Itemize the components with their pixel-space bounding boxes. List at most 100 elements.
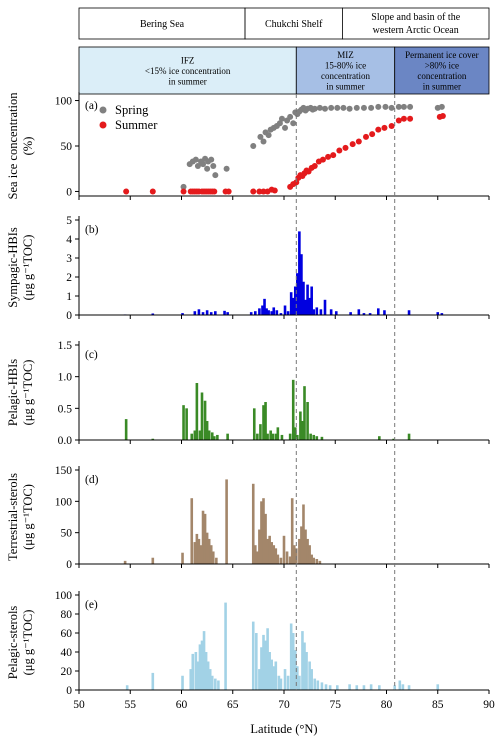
bar [436,312,440,315]
bar [306,402,309,440]
y-tick-label: 0.5 [58,403,73,415]
point-spring [265,132,272,139]
panel-label: (e) [85,599,98,611]
bar [302,504,305,564]
x-tick-label: 65 [227,699,239,711]
bar [275,310,279,315]
bar [312,434,316,440]
bar [315,307,319,315]
bar [264,513,267,564]
bar [320,436,324,440]
bar [309,433,312,440]
point-summer [363,133,369,140]
bar [198,430,202,440]
bar [254,311,257,315]
point-spring [260,138,267,145]
zone-label: in summer [423,82,461,92]
panel-a [75,92,490,200]
bar [202,631,206,690]
bar [368,313,372,315]
point-summer [349,141,356,148]
zone-label: MIZ [337,50,354,60]
bar [401,684,405,690]
y-axis-label: Sea ice concentration [6,92,20,200]
point-spring [340,104,347,111]
point-spring [223,165,230,172]
bar [226,312,229,315]
bar [310,286,313,315]
zone-box-0 [78,46,297,95]
bar [323,299,327,315]
bar [197,309,201,315]
legend-label: Spring [115,103,149,117]
bar [348,684,351,690]
bar [185,408,188,440]
point-spring [438,103,445,110]
bar [181,313,184,315]
y-tick-label: 1 [66,291,72,303]
bar [264,402,267,440]
y-tick-label: 20 [61,666,73,678]
bar [293,427,297,440]
bar [261,305,264,315]
y-tick-label: 50 [61,141,73,153]
bar [440,313,444,315]
bar [308,297,311,315]
point-spring [346,105,353,112]
y-tick-label: 0 [66,685,72,697]
bar [125,685,129,690]
point-summer [311,163,318,169]
panel-e [75,591,490,694]
point-spring [334,104,341,111]
y-tick-label: 0 [66,559,72,571]
bar [266,433,269,440]
bar [268,652,271,690]
bar [306,284,309,315]
bar [151,313,155,315]
bar [286,675,290,690]
bar [209,545,213,564]
bar [211,551,215,564]
bar [298,231,301,315]
bar [263,298,266,315]
x-tick-label: 50 [73,699,85,711]
bar [124,419,128,440]
point-summer [336,147,343,154]
bar [252,408,256,440]
bar [303,642,306,690]
zone-box-2 [394,46,490,95]
bar [302,281,305,315]
bar [274,661,278,690]
bar [407,310,411,315]
point-summer [388,123,395,129]
point-summer [225,188,232,195]
bar [301,631,304,690]
bar [196,661,200,690]
bar [290,498,294,564]
bar [319,309,323,315]
point-spring [400,103,407,110]
bar [214,311,217,315]
point-summer [381,124,388,131]
bar [407,685,411,690]
bar [357,309,361,315]
bar [199,545,203,564]
bar [329,309,333,315]
bar [215,557,218,564]
bar [320,682,324,690]
x-tick-label: 90 [483,699,495,711]
bar [276,554,280,564]
bar [308,661,311,690]
bar [272,307,276,315]
bar [190,498,194,564]
y-tick-label: 60 [61,628,73,640]
bar [288,556,292,564]
point-summer [369,131,376,138]
region-label: western Arctic Ocean [373,25,459,36]
bar [267,310,270,315]
bar [198,644,202,690]
bar [271,433,275,440]
bar [259,424,262,440]
panel-d [75,466,490,568]
